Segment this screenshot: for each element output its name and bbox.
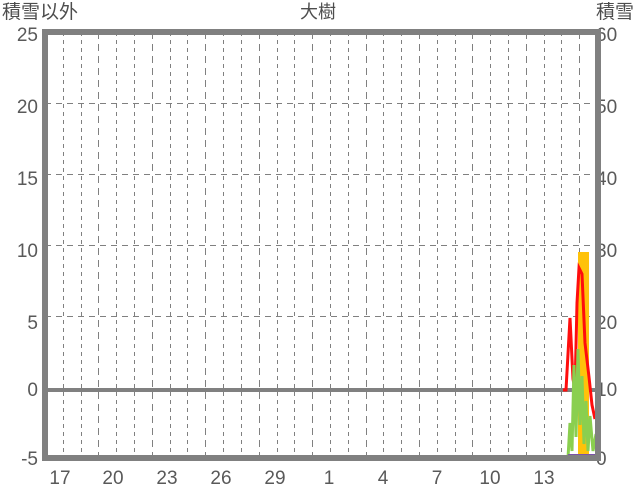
x-tick-17: 17: [49, 468, 71, 489]
left-tick-5: 5: [27, 313, 38, 334]
x-tick-29: 29: [264, 468, 286, 489]
right-tick-30: 30: [596, 241, 618, 262]
left-tick-20: 20: [16, 97, 38, 118]
left-axis-title: 積雪以外: [2, 1, 79, 23]
x-tick-4: 4: [377, 468, 389, 489]
left-tick-0: 0: [27, 380, 38, 401]
right-tick-10: 10: [596, 380, 618, 401]
x-tick-1: 1: [323, 468, 335, 489]
vertical-gridlines: [63, 32, 580, 458]
left-tick-25: 25: [16, 25, 38, 46]
right-axis-title: 積雪: [595, 1, 634, 23]
x-tick-13: 13: [533, 468, 555, 489]
x-tick-23: 23: [156, 468, 178, 489]
right-tick-60: 60: [596, 25, 618, 46]
left-tick-15: 15: [16, 169, 38, 190]
series-green-line: [566, 348, 597, 457]
series-red-line: [563, 262, 597, 420]
right-tick-0: 0: [596, 449, 607, 470]
right-tick-20: 20: [596, 313, 618, 334]
horizontal-gridlines: [45, 103, 598, 317]
series-orange-snowdepth: [578, 252, 589, 457]
x-tick-26: 26: [210, 468, 232, 489]
x-tick-10: 10: [479, 468, 501, 489]
x-tick-20: 20: [102, 468, 124, 489]
chart-title: 大樹: [300, 2, 336, 23]
left-tick-10: 10: [16, 241, 38, 262]
right-tick-40: 40: [596, 169, 618, 190]
x-tick-7: 7: [431, 468, 443, 489]
left-tick-minus5: -5: [21, 449, 38, 470]
right-tick-50: 50: [596, 97, 618, 118]
plot-frame: [42, 29, 601, 461]
